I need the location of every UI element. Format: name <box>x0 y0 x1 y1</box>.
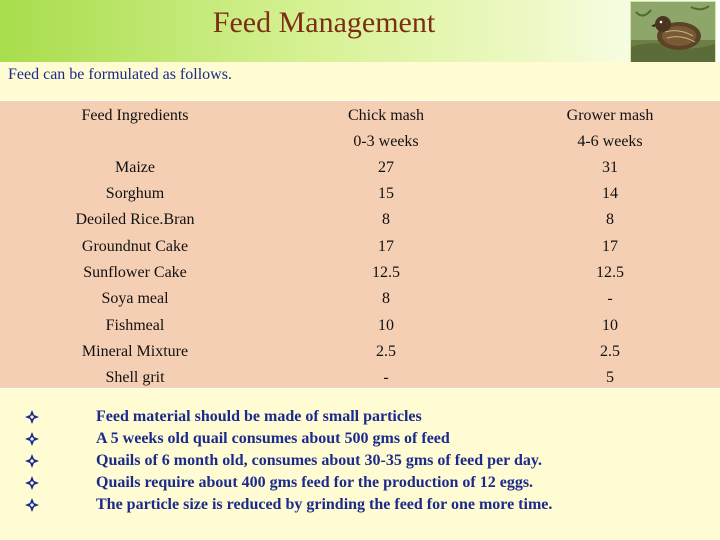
table-border <box>0 388 720 389</box>
row-chick-value: 2.5 <box>376 343 396 360</box>
row-ingredient: Soya meal <box>101 290 169 307</box>
diamond-bullet-icon <box>25 432 39 446</box>
row-grower-value: 10 <box>602 317 618 334</box>
list-item: Feed material should be made of small pa… <box>0 408 720 430</box>
row-grower-value: - <box>607 290 613 307</box>
row-ingredient: Fishmeal <box>105 317 165 334</box>
subtitle: Feed can be formulated as follows. <box>8 66 232 83</box>
note-text: Quails require about 400 gms feed for th… <box>96 474 534 491</box>
row-grower-value: 5 <box>606 369 614 386</box>
row-grower-value: 12.5 <box>596 264 624 281</box>
row-ingredient: Maize <box>115 159 155 176</box>
row-grower-value: 14 <box>602 185 618 202</box>
row-chick-value: 27 <box>378 159 394 176</box>
note-text: Quails of 6 month old, consumes about 30… <box>96 452 542 469</box>
row-chick-value: 8 <box>382 290 390 307</box>
title-bar <box>0 0 720 62</box>
row-ingredient: Mineral Mixture <box>81 343 189 360</box>
page-title: Feed Management <box>212 6 436 39</box>
note-text: Feed material should be made of small pa… <box>96 408 422 425</box>
row-ingredient: Deoiled Rice.Bran <box>75 211 195 228</box>
row-ingredient: Sorghum <box>105 185 165 202</box>
header-grower-age: 4-6 weeks <box>577 133 643 150</box>
row-chick-value: 12.5 <box>372 264 400 281</box>
subtitle-bar <box>0 62 720 100</box>
diamond-bullet-icon <box>25 498 39 512</box>
list-item: A 5 weeks old quail consumes about 500 g… <box>0 430 720 452</box>
row-grower-value: 31 <box>602 159 618 176</box>
row-ingredient: Shell grit <box>105 369 165 386</box>
row-chick-value: 17 <box>378 238 394 255</box>
list-item: The particle size is reduced by grinding… <box>0 496 720 518</box>
row-chick-value: - <box>383 369 389 386</box>
row-ingredient: Sunflower Cake <box>83 264 187 281</box>
row-grower-value: 17 <box>602 238 618 255</box>
diamond-bullet-icon <box>25 476 39 490</box>
row-grower-value: 2.5 <box>600 343 620 360</box>
feed-table <box>0 100 720 388</box>
header-chick-mash: Chick mash <box>348 107 424 124</box>
note-text: A 5 weeks old quail consumes about 500 g… <box>96 430 450 447</box>
header-grower-mash: Grower mash <box>566 107 654 124</box>
header-ingredients: Feed Ingredients <box>81 107 189 124</box>
row-ingredient: Groundnut Cake <box>81 238 189 255</box>
diamond-bullet-icon <box>25 410 39 424</box>
list-item: Quails require about 400 gms feed for th… <box>0 474 720 496</box>
row-chick-value: 15 <box>378 185 394 202</box>
note-text: The particle size is reduced by grinding… <box>96 496 553 513</box>
row-grower-value: 8 <box>606 211 614 228</box>
quail-photo <box>630 1 716 64</box>
header-chick-age: 0-3 weeks <box>353 133 419 150</box>
row-chick-value: 8 <box>382 211 390 228</box>
list-item: Quails of 6 month old, consumes about 30… <box>0 452 720 474</box>
diamond-bullet-icon <box>25 454 39 468</box>
row-chick-value: 10 <box>378 317 394 334</box>
table-border <box>0 100 720 101</box>
